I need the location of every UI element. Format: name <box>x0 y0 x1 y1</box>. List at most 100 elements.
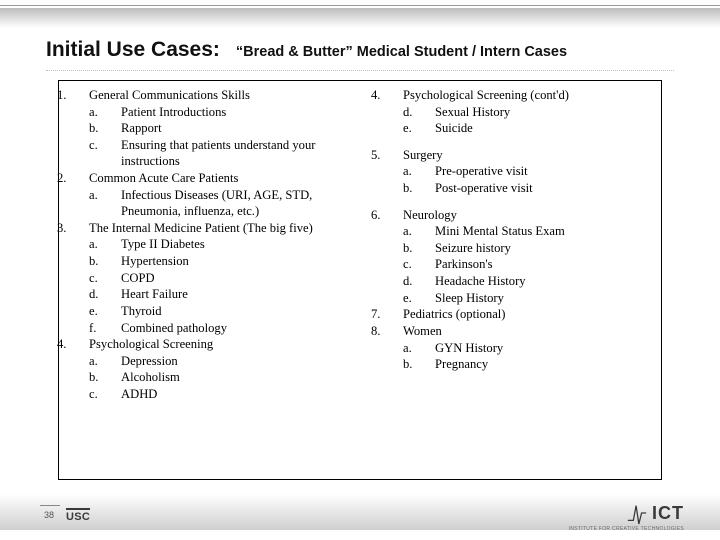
list-marker: d. <box>419 273 435 290</box>
list-marker: d. <box>419 104 435 121</box>
list-subitem: d.Headache History <box>419 273 649 290</box>
title-subtitle: “Bread & Butter” Medical Student / Inter… <box>236 44 567 60</box>
list-item: 5.Surgery <box>387 147 649 164</box>
list-marker: 4. <box>73 336 89 353</box>
list-marker: e. <box>419 290 435 307</box>
list-subitem: e.Thyroid <box>105 303 369 320</box>
list-marker: 7. <box>387 306 403 323</box>
list-item: 4.Psychological Screening <box>73 336 369 353</box>
list-subitem: d.Heart Failure <box>105 286 369 303</box>
list-marker: e. <box>419 120 435 137</box>
ict-glyph-icon <box>626 500 648 526</box>
list-marker: f. <box>105 320 121 337</box>
list-text: Rapport <box>121 121 162 135</box>
list-subitem: e.Suicide <box>419 120 649 137</box>
list-text: Ensuring that patients understand your i… <box>121 138 315 169</box>
list-text: Common Acute Care Patients <box>89 171 238 185</box>
list-marker: a. <box>105 353 121 370</box>
list-marker: b. <box>419 180 435 197</box>
ict-subtitle: INSTITUTE FOR CREATIVE TECHNOLOGIES <box>569 526 684 532</box>
usc-rule <box>66 508 90 510</box>
title-underline <box>46 70 674 71</box>
list-marker: 4. <box>387 87 403 104</box>
footer-band <box>0 494 720 530</box>
top-hairline <box>0 5 720 6</box>
list-text: Thyroid <box>121 304 162 318</box>
list-marker: 6. <box>387 207 403 224</box>
ict-text: ICT <box>652 503 684 524</box>
list-marker: a. <box>419 340 435 357</box>
list-marker: e. <box>105 303 121 320</box>
list-text: Pre-operative visit <box>435 164 528 178</box>
list-subitem: a.Depression <box>105 353 369 370</box>
list-text: Type II Diabetes <box>121 237 205 251</box>
list-text: The Internal Medicine Patient (The big f… <box>89 221 313 235</box>
list-text: Seizure history <box>435 241 511 255</box>
list-marker: d. <box>105 286 121 303</box>
list-text: Pediatrics (optional) <box>403 307 505 321</box>
list-marker: b. <box>105 369 121 386</box>
top-band <box>0 8 720 28</box>
list-text: Pregnancy <box>435 357 488 371</box>
list-text: Sleep History <box>435 291 504 305</box>
list-item: 1.General Communications Skills <box>73 87 369 104</box>
list-text: Suicide <box>435 121 473 135</box>
list-subitem: a.Pre-operative visit <box>419 163 649 180</box>
list-subitem: c.ADHD <box>105 386 369 403</box>
list-item: 2.Common Acute Care Patients <box>73 170 369 187</box>
list-text: Surgery <box>403 148 443 162</box>
list-item: 6.Neurology <box>387 207 649 224</box>
list-marker: a. <box>105 236 121 253</box>
list-subitem: f.Combined pathology <box>105 320 369 337</box>
list-subitem: b.Alcoholism <box>105 369 369 386</box>
list-marker: 8. <box>387 323 403 340</box>
list-marker: 1. <box>73 87 89 104</box>
list-subitem: a.Patient Introductions <box>105 104 369 121</box>
list-subitem: b.Rapport <box>105 120 369 137</box>
list-subitem: b.Pregnancy <box>419 356 649 373</box>
list-subitem: b.Seizure history <box>419 240 649 257</box>
list-marker: b. <box>419 240 435 257</box>
list-subitem: e.Sleep History <box>419 290 649 307</box>
list-text: Neurology <box>403 208 457 222</box>
list-marker: 3. <box>73 220 89 237</box>
list-item: 8.Women <box>387 323 649 340</box>
list-text: Mini Mental Status Exam <box>435 224 565 238</box>
list-text: Women <box>403 324 442 338</box>
list-text: GYN History <box>435 341 503 355</box>
list-subitem: a.Mini Mental Status Exam <box>419 223 649 240</box>
page-number: 38 <box>44 510 54 520</box>
list-marker: 5. <box>387 147 403 164</box>
list-subitem: d.Sexual History <box>419 104 649 121</box>
list-marker: a. <box>419 163 435 180</box>
list-subitem: c.Ensuring that patients understand your… <box>105 137 369 170</box>
list-subitem: b.Post-operative visit <box>419 180 649 197</box>
list-text: Post-operative visit <box>435 181 533 195</box>
list-text: Psychological Screening <box>89 337 213 351</box>
list-text: Alcoholism <box>121 370 180 384</box>
list-subitem: a.Type II Diabetes <box>105 236 369 253</box>
list-marker: 2. <box>73 170 89 187</box>
list-marker: a. <box>419 223 435 240</box>
list-marker: a. <box>105 104 121 121</box>
list-text: Parkinson's <box>435 257 493 271</box>
column-right: 4.Psychological Screening (cont'd) d.Sexu… <box>387 87 649 373</box>
list-text: General Communications Skills <box>89 88 250 102</box>
title-main: Initial Use Cases: <box>46 38 220 62</box>
list-subitem: c.COPD <box>105 270 369 287</box>
ict-logo: ICT <box>626 500 684 526</box>
list-text: Psychological Screening (cont'd) <box>403 88 569 102</box>
list-item: 3.The Internal Medicine Patient (The big… <box>73 220 369 237</box>
list-marker: b. <box>105 253 121 270</box>
list-subitem: b.Hypertension <box>105 253 369 270</box>
list-text: Infectious Diseases (URI, AGE, STD, Pneu… <box>121 188 312 219</box>
list-text: Hypertension <box>121 254 189 268</box>
list-marker: b. <box>419 356 435 373</box>
list-item: 7.Pediatrics (optional) <box>387 306 649 323</box>
list-marker: c. <box>105 270 121 287</box>
list-text: Headache History <box>435 274 526 288</box>
title-row: Initial Use Cases: “Bread & Butter” Medi… <box>46 38 567 62</box>
list-text: Patient Introductions <box>121 105 226 119</box>
list-text: Heart Failure <box>121 287 188 301</box>
list-text: ADHD <box>121 387 157 401</box>
